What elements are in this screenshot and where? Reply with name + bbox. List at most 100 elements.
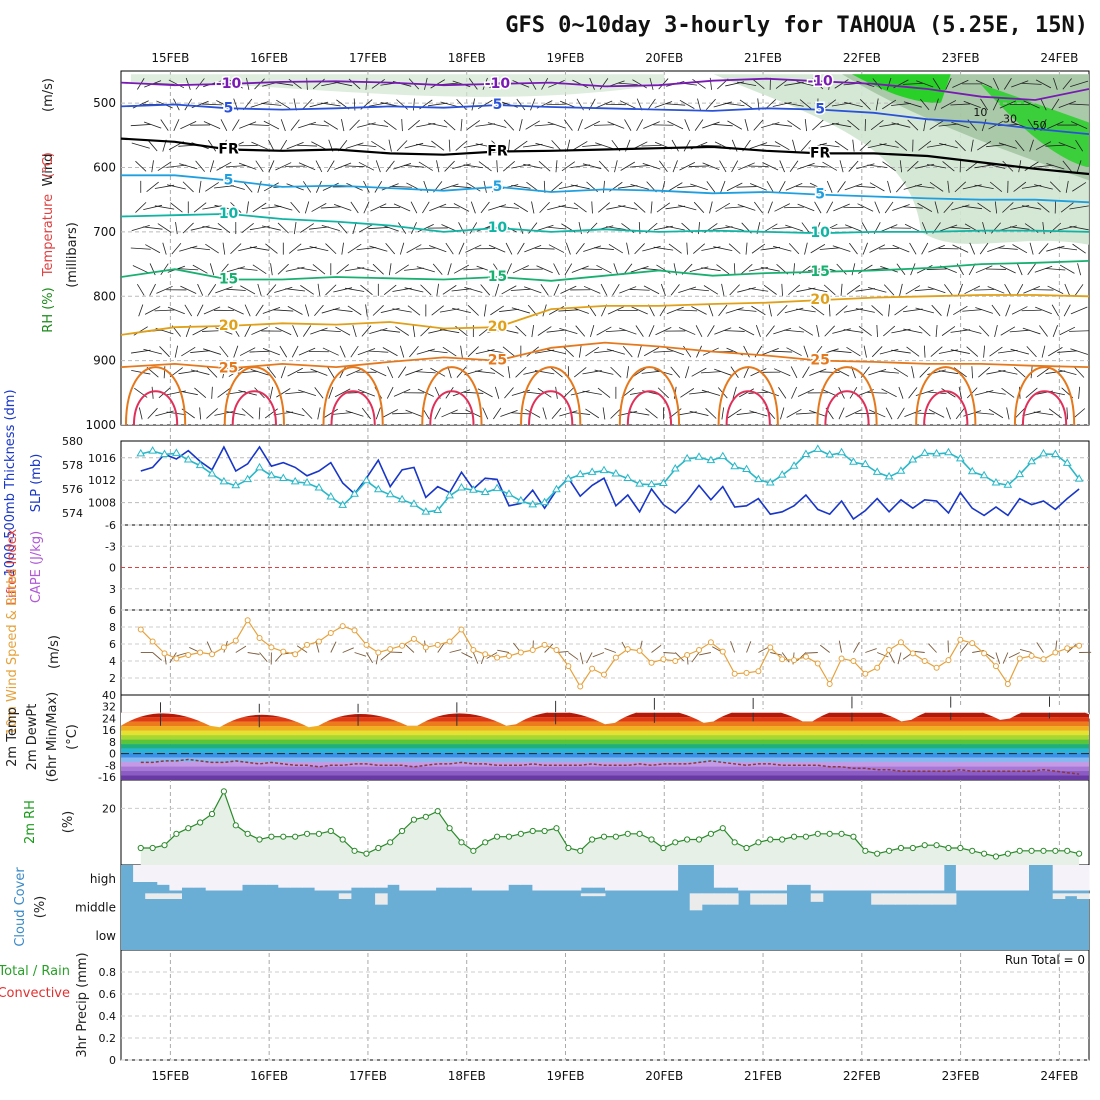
wind-barb bbox=[979, 242, 989, 255]
wind-barb bbox=[969, 242, 976, 255]
rh2m-marker bbox=[493, 833, 501, 840]
wind-barb bbox=[232, 325, 240, 337]
wind-barb bbox=[268, 160, 275, 173]
wind-barb bbox=[344, 287, 365, 292]
isotherm-label: FR bbox=[810, 145, 831, 161]
wind-barb bbox=[320, 206, 341, 209]
wind-barb bbox=[1023, 100, 1040, 109]
wind-barb bbox=[517, 242, 525, 255]
top-day-label: 18FEB bbox=[448, 51, 486, 65]
rh-region-label: 30 bbox=[1003, 112, 1017, 125]
wind-barb bbox=[1046, 163, 1065, 170]
wind-barb bbox=[242, 181, 253, 193]
wind-barb bbox=[804, 119, 808, 132]
wind-barb bbox=[752, 78, 765, 90]
wind-barb bbox=[430, 79, 445, 89]
wind-barb bbox=[386, 386, 394, 399]
wind-barb bbox=[323, 120, 338, 130]
wind-barb bbox=[1074, 284, 1084, 296]
wind-speed-marker bbox=[553, 646, 560, 653]
wind-barb bbox=[442, 346, 457, 357]
wind-barb bbox=[499, 206, 519, 209]
wind-barb bbox=[950, 103, 971, 106]
wind-barb bbox=[951, 204, 970, 211]
wind-barb bbox=[654, 101, 673, 108]
wind-barb bbox=[881, 388, 897, 398]
wind-speed-marker bbox=[1016, 655, 1023, 662]
wind-speed-marker bbox=[173, 655, 180, 662]
wind-barb bbox=[591, 201, 593, 214]
wind-barb bbox=[736, 411, 757, 415]
wind-speed-marker bbox=[684, 652, 691, 659]
wind-barb bbox=[643, 121, 660, 129]
wind-barb bbox=[385, 160, 395, 172]
slp-marker bbox=[183, 455, 193, 463]
cloud-high-clear bbox=[774, 865, 787, 891]
wind-barb bbox=[778, 180, 786, 193]
wind-barb bbox=[327, 366, 335, 379]
wind-barb-10m bbox=[497, 649, 510, 653]
wind-barb bbox=[397, 222, 407, 234]
wind-barb bbox=[202, 103, 223, 106]
wind-barb bbox=[751, 243, 766, 254]
wind-speed-marker bbox=[185, 652, 192, 659]
wind-barb bbox=[907, 160, 919, 172]
wind-barb bbox=[908, 387, 918, 399]
precip-tick-label: 0 bbox=[109, 1054, 116, 1067]
wind-speed-marker bbox=[648, 659, 655, 666]
wind-barb bbox=[244, 325, 251, 337]
wind-barb bbox=[332, 308, 353, 312]
wind-speed-marker bbox=[612, 654, 619, 661]
wind-barb bbox=[809, 182, 826, 191]
wind10m-axis-units: (m/s) bbox=[47, 635, 62, 669]
wind-barb bbox=[904, 409, 922, 418]
slp-tick-label: 1008 bbox=[88, 497, 116, 510]
wind-barb bbox=[808, 287, 828, 293]
cloud-middle-clear bbox=[713, 893, 727, 905]
wind-barb bbox=[678, 286, 697, 294]
wind-barb bbox=[203, 306, 221, 315]
wind-barb bbox=[393, 203, 411, 212]
wind-barb bbox=[887, 180, 892, 193]
wind-barb bbox=[262, 347, 280, 356]
wind-barb bbox=[623, 263, 633, 275]
wind-barb bbox=[209, 160, 215, 173]
pressure-axis-label: (millibars) bbox=[65, 222, 80, 288]
wind-barb bbox=[285, 266, 305, 272]
wind-barb bbox=[205, 243, 219, 254]
wind-barb bbox=[531, 201, 535, 214]
rh2m-marker bbox=[363, 850, 370, 857]
wind-barb bbox=[550, 181, 563, 193]
wind-barb bbox=[493, 263, 502, 276]
diurnal-loop-inner bbox=[1021, 390, 1068, 425]
wind-barb bbox=[689, 288, 709, 292]
wind-barb bbox=[553, 283, 560, 296]
wind-barb bbox=[748, 287, 769, 292]
isotherm-label: 25 bbox=[810, 353, 829, 369]
wind-barb bbox=[857, 203, 874, 212]
wind-barb bbox=[1053, 77, 1058, 90]
wind-speed-marker bbox=[886, 646, 893, 653]
wind-barb bbox=[607, 306, 624, 315]
wind-speed-marker bbox=[755, 668, 762, 675]
wind-barb bbox=[594, 350, 614, 354]
slp-axis-label: SLP (mb) bbox=[29, 454, 44, 513]
wind-barb bbox=[971, 366, 973, 379]
wind-barb bbox=[619, 100, 636, 109]
wind-barb bbox=[856, 163, 875, 170]
wind-barb bbox=[415, 371, 436, 374]
temp-color-band bbox=[121, 726, 1089, 731]
wind-barb bbox=[962, 205, 983, 210]
wind-tick-label: 6 bbox=[109, 638, 116, 651]
wind-barb bbox=[285, 288, 306, 292]
wind-barb bbox=[745, 242, 748, 255]
wind-barb bbox=[626, 366, 630, 379]
wind-barb bbox=[642, 245, 661, 252]
wind-barb bbox=[146, 181, 159, 192]
wind-barb bbox=[740, 264, 753, 275]
wind-speed-marker bbox=[244, 617, 251, 624]
wind-barb bbox=[251, 141, 268, 150]
wind-barb bbox=[275, 326, 292, 336]
isotherm-label: FR bbox=[218, 142, 239, 158]
wind-barb bbox=[1002, 202, 1014, 213]
